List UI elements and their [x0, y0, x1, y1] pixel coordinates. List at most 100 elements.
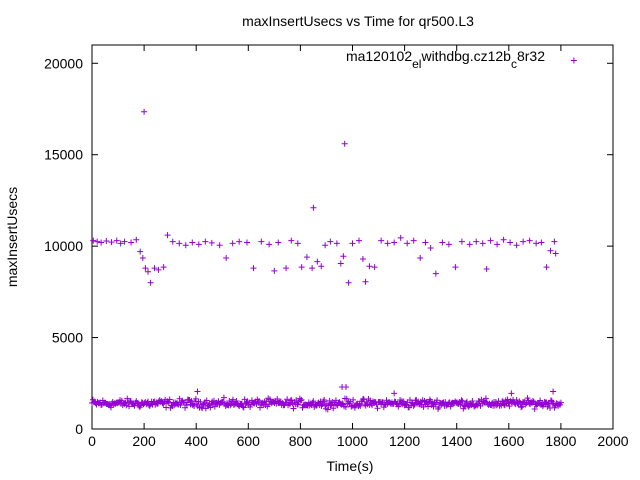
data-point	[404, 240, 411, 247]
data-point	[422, 239, 429, 246]
data-point	[356, 237, 363, 244]
data-point	[350, 396, 357, 403]
data-point	[327, 238, 334, 245]
data-point	[473, 401, 480, 408]
data-point	[400, 398, 407, 405]
y-axis-title: maxInsertUsecs	[4, 187, 20, 287]
data-point	[427, 244, 434, 251]
data-point	[127, 398, 134, 405]
data-point	[309, 265, 316, 272]
x-tick-label: 400	[185, 433, 209, 449]
data-point	[107, 404, 114, 411]
data-point	[531, 405, 538, 412]
data-point	[318, 263, 325, 270]
data-point	[552, 250, 559, 257]
data-point	[452, 264, 459, 271]
x-tick-label: 800	[289, 433, 313, 449]
data-point	[233, 397, 240, 404]
data-point	[479, 240, 486, 247]
data-point	[177, 402, 184, 409]
data-point	[348, 403, 355, 410]
data-point	[410, 237, 417, 244]
data-point	[538, 239, 545, 246]
data-point	[128, 239, 135, 246]
data-point	[458, 397, 465, 404]
data-point	[333, 240, 340, 247]
data-point	[117, 240, 124, 247]
data-point	[310, 204, 317, 211]
data-point	[226, 397, 233, 404]
x-tick-label: 1400	[441, 433, 472, 449]
data-point	[513, 396, 520, 403]
data-point	[145, 268, 152, 275]
data-point	[529, 397, 536, 404]
data-point	[288, 237, 295, 244]
y-tick-label: 10000	[44, 238, 83, 254]
data-point	[475, 397, 482, 404]
data-point	[551, 238, 558, 245]
data-point	[500, 236, 507, 243]
data-point	[359, 255, 366, 262]
data-point	[425, 403, 432, 410]
data-point	[330, 405, 337, 412]
legend: ma120102elwithdbg.cz12bc8r32	[346, 48, 545, 71]
x-axis-title: Time(s)	[327, 458, 374, 474]
legend-label-part: el	[412, 57, 421, 71]
data-point	[258, 238, 265, 245]
data-point	[139, 255, 146, 262]
data-point	[155, 266, 162, 273]
data-point	[339, 400, 346, 407]
data-point	[310, 398, 317, 405]
y-tick-label: 0	[75, 421, 83, 437]
data-point	[384, 240, 391, 247]
data-point	[327, 402, 334, 409]
data-point	[284, 396, 291, 403]
data-point	[314, 258, 321, 265]
data-point	[303, 254, 310, 261]
data-point	[500, 401, 507, 408]
data-point	[227, 402, 234, 409]
data-point	[349, 240, 356, 247]
data-point	[526, 237, 533, 244]
y-tick-label: 15000	[44, 147, 83, 163]
data-point	[160, 264, 167, 271]
data-point	[447, 403, 454, 410]
data-point	[494, 241, 501, 248]
chart-title: maxInsertUsecs vs Time for qr500.L3	[242, 13, 474, 29]
data-point	[539, 403, 546, 410]
legend-label: ma120102elwithdbg.cz12bc8r32	[346, 48, 545, 71]
data-point	[483, 266, 490, 272]
data-point	[250, 265, 257, 272]
data-point	[504, 396, 511, 403]
data-point	[108, 239, 115, 246]
data-point	[435, 404, 442, 411]
x-tick-label: 1600	[493, 433, 524, 449]
data-point	[123, 402, 130, 409]
data-point	[547, 247, 554, 254]
data-point	[243, 239, 250, 246]
data-point	[195, 241, 202, 248]
data-point	[482, 395, 489, 402]
data-point	[469, 397, 476, 404]
data-point	[298, 396, 305, 403]
data-point	[201, 400, 208, 407]
x-tick-label: 0	[88, 433, 96, 449]
data-point	[202, 238, 209, 245]
data-point	[557, 399, 564, 406]
data-point	[326, 397, 333, 404]
data-point	[543, 264, 550, 271]
data-point	[457, 401, 464, 408]
data-point	[207, 404, 214, 411]
data-point	[223, 255, 230, 262]
data-point	[321, 397, 328, 404]
data-point	[508, 390, 515, 397]
data-point	[466, 241, 473, 248]
data-point	[266, 241, 273, 248]
data-point	[432, 270, 439, 277]
x-tick-label: 600	[237, 433, 261, 449]
legend-label-part: withdbg.cz12b	[420, 48, 511, 64]
x-tick-label: 1000	[337, 433, 368, 449]
data-point	[166, 396, 173, 403]
y-tick-label: 20000	[44, 55, 83, 71]
data-point	[434, 397, 441, 404]
